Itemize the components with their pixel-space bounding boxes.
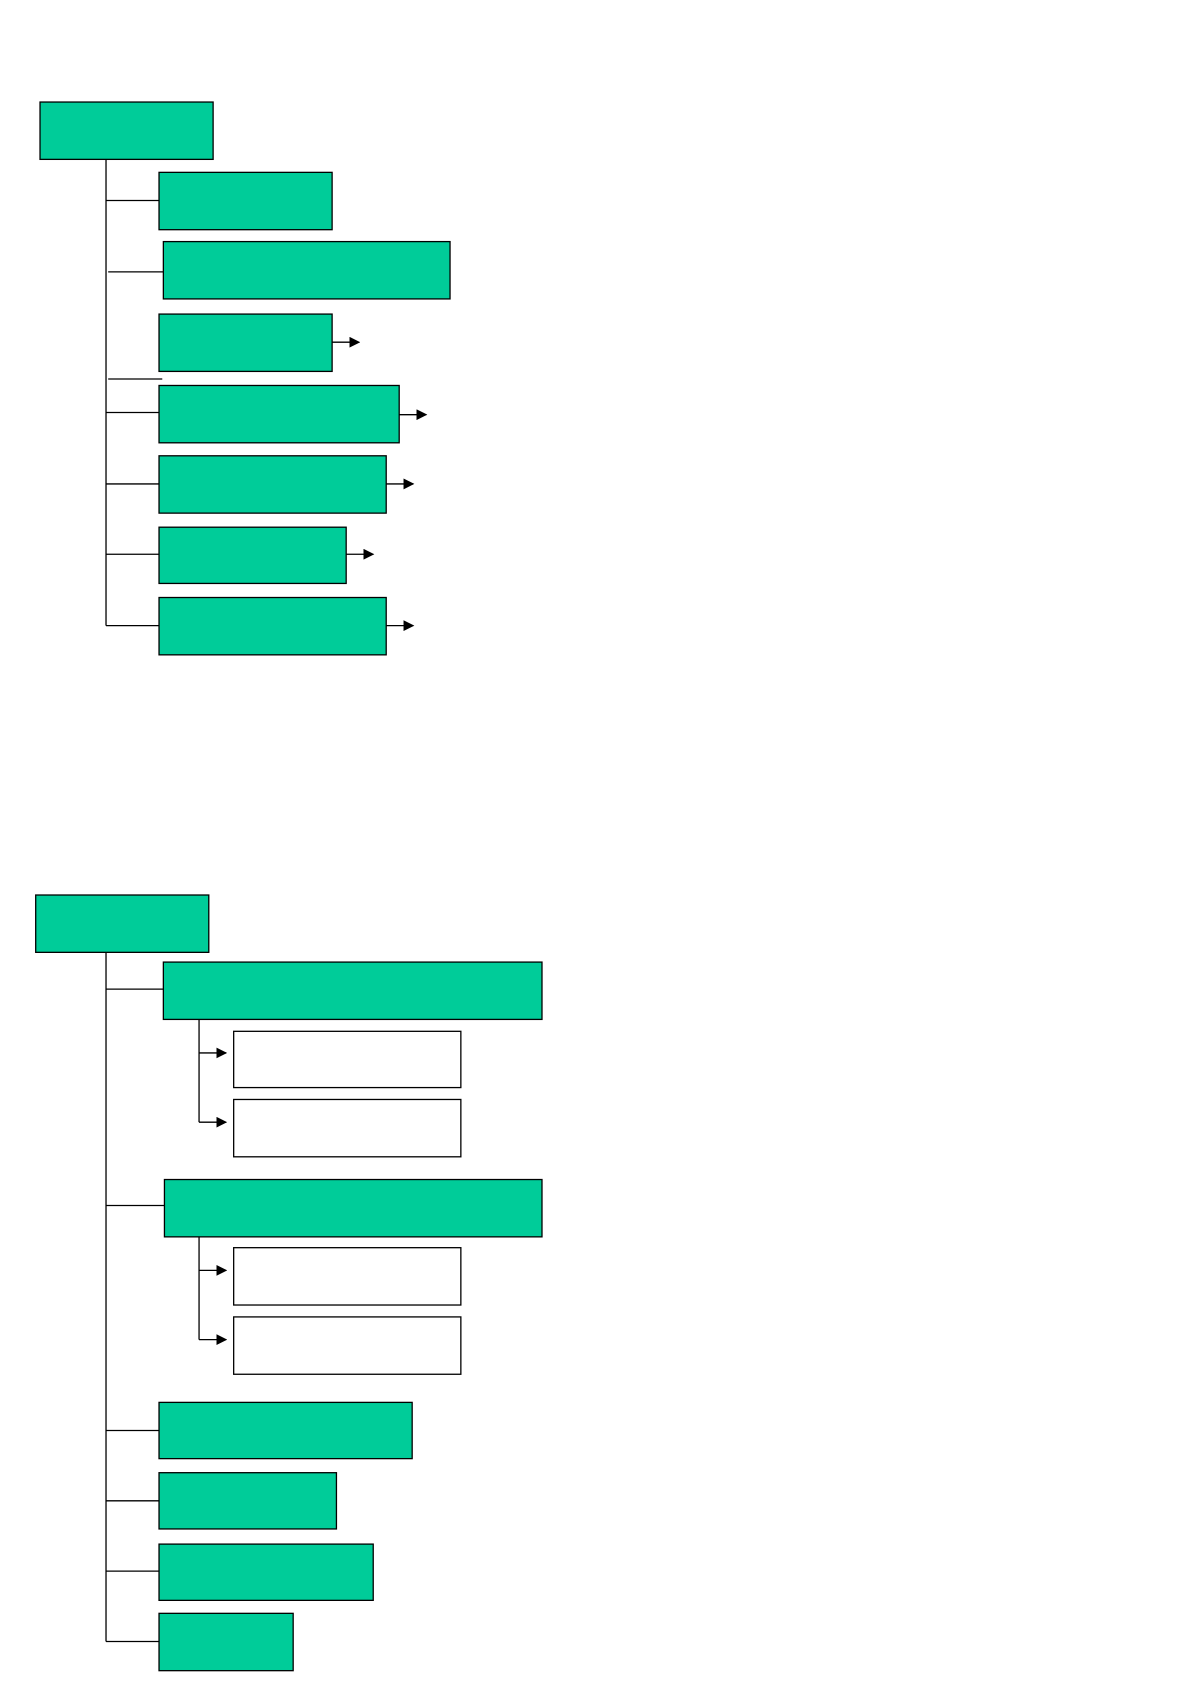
- tree-2: [35, 894, 543, 1672]
- child-box: [158, 384, 400, 444]
- child-box: [158, 1472, 338, 1530]
- sub-box: [233, 1316, 462, 1375]
- child-box: [158, 313, 333, 373]
- child-box: [158, 171, 333, 231]
- sub-box: [233, 1098, 462, 1158]
- child-box: [158, 596, 387, 656]
- sub-box: [233, 1247, 462, 1306]
- child-box: [158, 1612, 294, 1672]
- child-box: [158, 455, 387, 514]
- child-box: [162, 240, 451, 300]
- sub-box: [233, 1030, 462, 1089]
- child-box: [158, 1401, 413, 1460]
- child-box: [163, 1178, 543, 1238]
- tree-1: [39, 101, 451, 656]
- root-box: [35, 894, 210, 953]
- child-box: [158, 1543, 374, 1602]
- root-box: [39, 101, 214, 161]
- child-box: [158, 526, 347, 585]
- child-box: [162, 961, 543, 1021]
